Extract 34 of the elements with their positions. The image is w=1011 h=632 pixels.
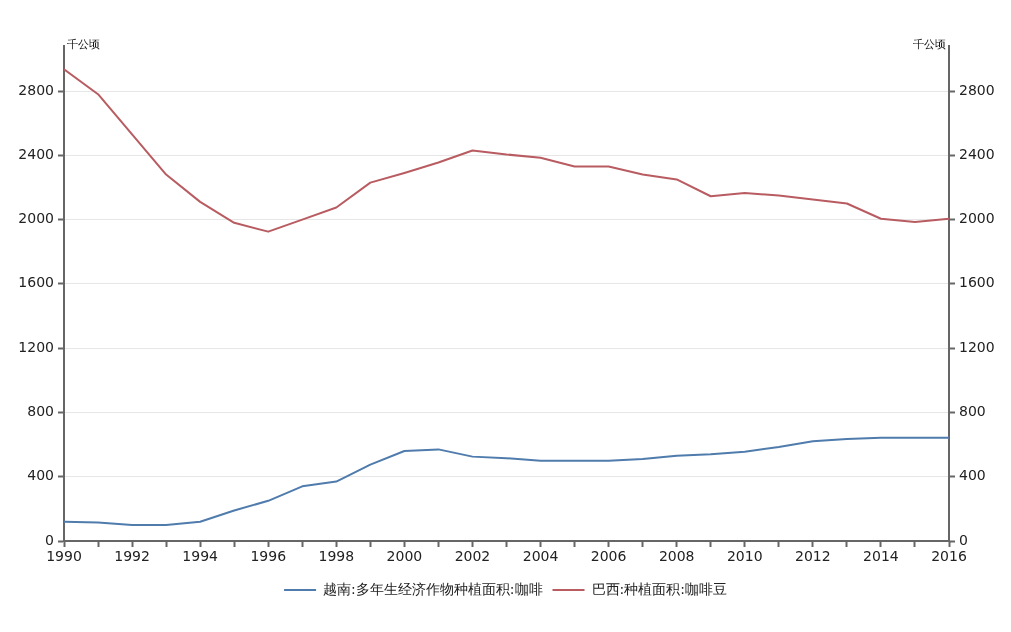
y-tick-label: 2400: [18, 145, 54, 162]
y-tick-label: 800: [27, 403, 54, 420]
y-tick-label: 1600: [18, 274, 54, 291]
y2-tick-label: 1200: [959, 338, 995, 355]
legend-label: 越南:多年生经济作物种植面积:咖啡: [323, 580, 543, 597]
y2-tick-label: 2400: [959, 145, 995, 162]
y-axis-title: 千公顷: [67, 37, 100, 51]
x-tick-label: 2014: [863, 548, 899, 565]
x-tick-label: 1992: [114, 548, 150, 565]
x-tick-label: 1994: [182, 548, 219, 565]
legend-label: 巴西:种植面积:咖啡豆: [591, 580, 727, 597]
x-tick-label: 1998: [318, 548, 355, 565]
y2-tick-label: 2800: [959, 81, 995, 98]
x-tick-label: 2002: [454, 548, 491, 565]
y2-tick-label: 0: [959, 531, 968, 548]
x-tick-label: 2006: [590, 548, 627, 565]
x-tick-label: 2016: [931, 548, 967, 565]
y-tick-label: 2800: [18, 81, 54, 98]
y-tick-label: 400: [27, 467, 54, 484]
y-tick-label: 1200: [18, 338, 54, 355]
x-tick-label: 1990: [46, 548, 82, 565]
y-tick-label: 2000: [18, 210, 54, 227]
y-tick-label: 0: [45, 531, 54, 548]
x-tick-label: 1996: [250, 548, 287, 565]
y2-tick-label: 400: [959, 467, 986, 484]
x-tick-label: 2010: [726, 548, 763, 565]
y2-tick-label: 2000: [959, 210, 995, 227]
y2-axis-title: 千公顷: [913, 37, 946, 51]
x-tick-label: 2000: [386, 548, 423, 565]
y2-tick-label: 800: [959, 403, 986, 420]
x-tick-label: 2004: [522, 548, 559, 565]
x-tick-label: 2008: [658, 548, 695, 565]
y2-tick-label: 1600: [959, 274, 995, 291]
x-tick-label: 2012: [795, 548, 831, 565]
